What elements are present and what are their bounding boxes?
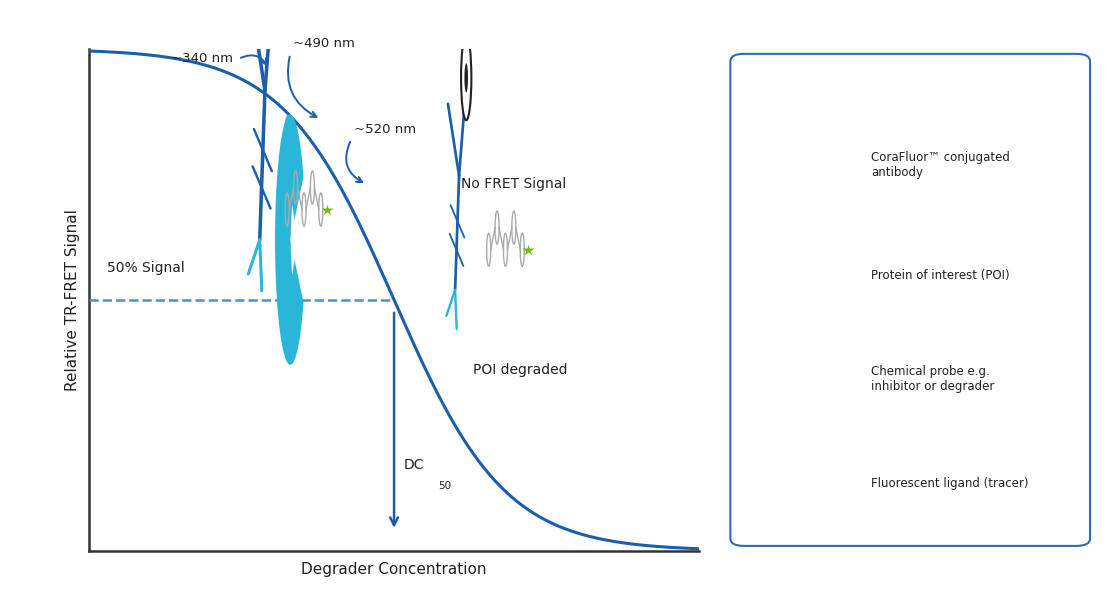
Circle shape [810,151,813,157]
Wedge shape [800,280,801,290]
Circle shape [461,35,472,120]
Wedge shape [291,204,297,275]
Text: No FRET Signal: No FRET Signal [462,177,566,192]
Ellipse shape [834,204,841,239]
Ellipse shape [798,269,800,276]
Text: 50% Signal: 50% Signal [107,261,185,275]
Text: DC: DC [403,458,424,472]
Text: Protein of interest (POI): Protein of interest (POI) [871,269,1010,282]
Ellipse shape [832,253,840,299]
Text: ~490 nm: ~490 nm [293,37,355,50]
Ellipse shape [824,265,829,305]
Wedge shape [796,269,804,302]
Ellipse shape [839,245,844,283]
Text: ~340 nm: ~340 nm [171,53,233,65]
X-axis label: Degrader Concentration: Degrader Concentration [301,562,487,577]
Wedge shape [275,114,303,365]
Text: POI degraded: POI degraded [474,363,568,377]
Ellipse shape [825,213,832,254]
Text: 50: 50 [438,480,451,491]
Y-axis label: Relative TR-FRET Signal: Relative TR-FRET Signal [65,209,80,391]
Circle shape [809,145,814,163]
Circle shape [464,63,468,92]
Text: CoraFluor™ conjugated
antibody: CoraFluor™ conjugated antibody [871,151,1010,179]
Circle shape [268,0,281,18]
Text: Fluorescent ligand (tracer): Fluorescent ligand (tracer) [871,477,1029,490]
Ellipse shape [829,310,835,338]
Text: Chemical probe e.g.
inhibitor or degrader: Chemical probe e.g. inhibitor or degrade… [871,365,995,394]
Ellipse shape [283,114,292,169]
Text: ~520 nm: ~520 nm [354,123,416,136]
